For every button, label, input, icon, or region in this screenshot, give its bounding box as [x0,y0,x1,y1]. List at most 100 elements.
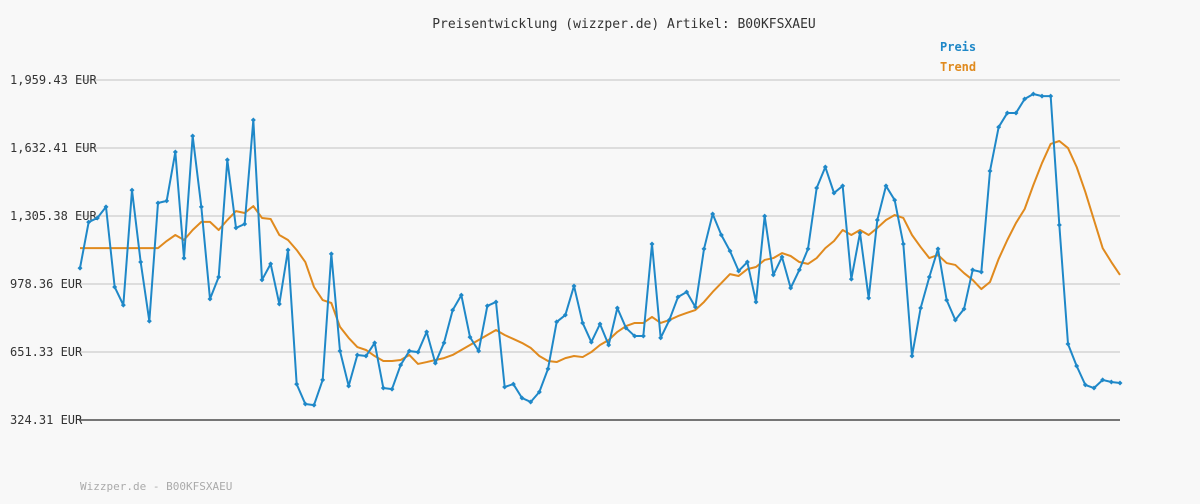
legend-entry: Preis [940,40,976,54]
data-point [354,352,360,358]
data-point [649,241,655,247]
data-point [172,149,178,155]
data-point [103,204,109,210]
data-point [805,246,811,252]
data-point [831,190,837,196]
data-point [311,402,317,408]
y-tick-label: 1,632.41 EUR [10,141,97,155]
data-point [198,204,204,210]
data-point [502,384,508,390]
data-point [476,348,482,354]
data-point [710,211,716,217]
data-point [840,183,846,189]
data-point [372,340,378,346]
data-point [909,353,915,359]
data-point [658,335,664,341]
data-point [493,299,499,305]
data-point [389,386,395,392]
y-tick-label: 978.36 EUR [10,277,83,291]
footer: Wizzper.de - B00KFSXAEU [80,480,232,493]
data-point [77,265,83,271]
data-point [918,305,924,311]
data-point [250,117,256,123]
data-point [736,268,742,274]
data-point [1117,380,1123,386]
data-point [528,399,534,405]
data-point [242,221,248,227]
data-point [1030,91,1036,97]
data-point [857,230,863,236]
data-point [762,213,768,219]
data-point [94,215,100,221]
data-point [398,362,404,368]
data-point [1091,385,1097,391]
data-point [363,353,369,359]
data-point [276,301,282,307]
y-tick-label: 651.33 EUR [10,345,83,359]
data-point [467,334,473,340]
data-point [519,395,525,401]
data-point [155,200,161,206]
data-point [796,267,802,273]
data-point [554,319,560,325]
data-point [744,259,750,265]
data-point [866,295,872,301]
data-point [978,269,984,275]
data-point [450,307,456,313]
data-point [588,339,594,345]
data-point [424,329,430,335]
chart-title: Preisentwicklung (wizzper.de) Artikel: B… [432,17,816,32]
data-point [1108,379,1114,385]
data-point [233,225,239,231]
data-point [952,317,958,323]
data-point [892,197,898,203]
data-point [328,251,334,257]
data-point [510,381,516,387]
data-point [1022,96,1028,102]
data-point [406,348,412,354]
data-point [138,259,144,265]
data-point [666,317,672,323]
data-point [684,289,690,295]
data-point [458,292,464,298]
data-point [562,312,568,318]
series-line [80,140,1121,365]
data-point [779,254,785,260]
y-tick-label: 1,959.43 EUR [10,73,97,87]
data-point [675,294,681,300]
data-point [571,283,577,289]
data-point [580,320,586,326]
data-point [1013,110,1019,116]
data-point [190,133,196,139]
data-point [623,325,629,331]
data-point [337,348,343,354]
data-point [259,277,265,283]
data-point [129,187,135,193]
y-tick-label: 324.31 EUR [10,413,83,427]
data-point [112,284,118,290]
data-point [285,247,291,253]
data-point [614,305,620,311]
data-point [380,385,386,391]
data-point [207,296,213,302]
data-point [926,274,932,280]
data-point [1048,93,1054,99]
data-point [883,183,889,189]
data-point [701,246,707,252]
data-point [606,342,612,348]
data-point [632,333,638,339]
data-point [814,185,820,191]
data-point [320,377,326,383]
data-point [848,276,854,282]
data-point [1100,377,1106,383]
data-point [545,366,551,372]
data-point [146,318,152,324]
data-point [935,246,941,252]
data-point [727,248,733,254]
data-point [788,285,794,291]
data-point [441,340,447,346]
data-point [1074,363,1080,369]
data-point [1004,110,1010,116]
data-point [432,360,438,366]
